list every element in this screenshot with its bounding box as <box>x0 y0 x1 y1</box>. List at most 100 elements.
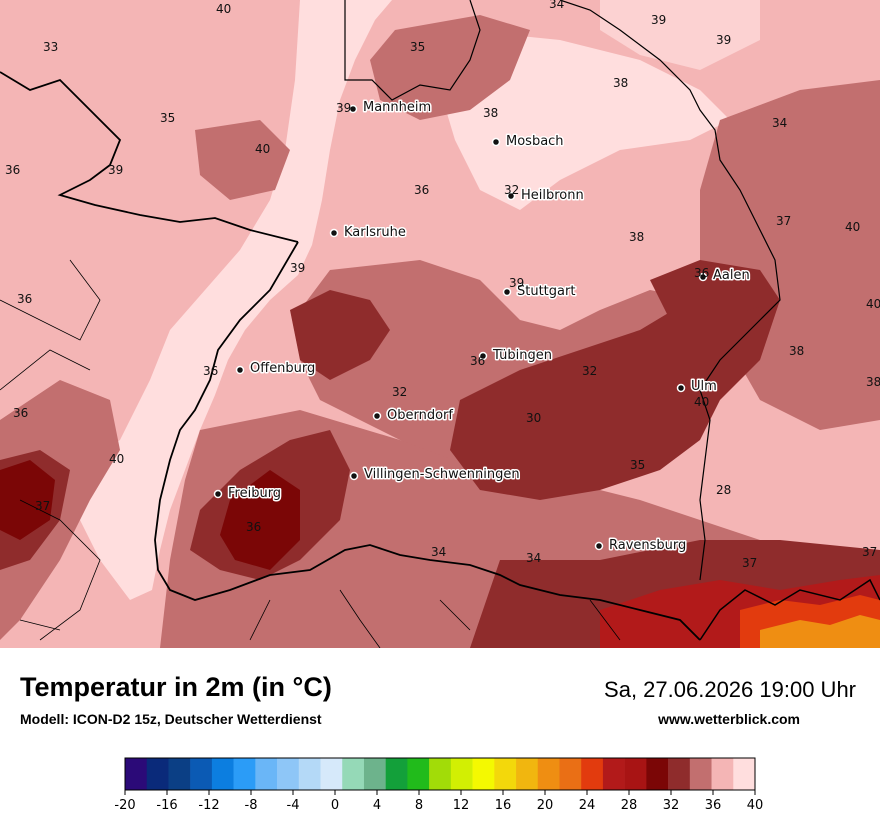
legend-swatch <box>624 758 647 790</box>
city-dot <box>372 411 382 421</box>
city-mannheim[interactable]: Mannheim <box>348 99 433 117</box>
city-label: Tübingen <box>492 348 552 363</box>
legend-swatch <box>494 758 517 790</box>
legend-ticks: -20 -16 -12 -8 -4 0 4 8 12 16 20 24 28 32 36 40 <box>114 790 763 813</box>
legend-tick-label: 36 <box>705 798 722 813</box>
city-label: Freiburg <box>228 486 281 501</box>
website-link[interactable]: www.wetterblick.com <box>658 711 800 727</box>
legend-swatch <box>211 758 234 790</box>
city-label: Ulm <box>691 379 717 394</box>
north-hot-zone <box>440 30 730 210</box>
state-border-bw-east <box>559 0 781 581</box>
legend-tick-label: -20 <box>114 798 135 813</box>
temperature-label: 38 <box>866 375 880 389</box>
city-mosbach[interactable]: Mosbach <box>491 133 565 151</box>
city-label: Stuttgart <box>517 284 575 299</box>
legend-swatch <box>668 758 691 790</box>
state-border-bw-north <box>344 0 481 101</box>
temperature-label: 38 <box>629 230 644 244</box>
temperature-label: 40 <box>694 395 709 409</box>
temperature-label: 37 <box>862 545 877 559</box>
legend-swatch <box>602 758 625 790</box>
city-tuebingen[interactable]: Tübingen <box>478 347 554 365</box>
legend-swatch <box>363 758 386 790</box>
country-border-rhine <box>154 241 701 641</box>
temperature-label: 39 <box>290 261 305 275</box>
city-ravensburg[interactable]: Ravensburg <box>594 537 688 555</box>
city-karlsruhe[interactable]: Karlsruhe <box>329 224 407 242</box>
legend-swatch <box>385 758 408 790</box>
city-villingen-schwenningen[interactable]: Villingen-Schwenningen <box>349 466 521 484</box>
temperature-label: 39 <box>108 163 123 177</box>
legend-tick-label: 12 <box>453 798 470 813</box>
city-dot <box>506 191 516 201</box>
legend-tick-label: 40 <box>747 798 764 813</box>
city-label: Mosbach <box>506 134 564 149</box>
map-title: Temperatur in 2m (in °C) <box>20 672 332 702</box>
temperature-label: 32 <box>582 364 597 378</box>
temperature-label: 36 <box>414 183 429 197</box>
legend-swatch <box>537 758 560 790</box>
temperature-label: 40 <box>109 452 124 466</box>
north-east-hot-zone <box>600 0 760 70</box>
legend-swatch <box>516 758 539 790</box>
legend-tick-label: 8 <box>415 798 423 813</box>
city-stuttgart[interactable]: Stuttgart <box>502 283 577 301</box>
temperature-label: 40 <box>255 142 270 156</box>
legend-swatch <box>450 758 473 790</box>
city-heilbronn[interactable]: Heilbronn <box>506 187 585 205</box>
temperature-label: 40 <box>845 220 860 234</box>
legend-tick-label: 28 <box>621 798 638 813</box>
legend-swatches <box>124 757 756 791</box>
legend-tick-label: -12 <box>198 798 219 813</box>
temperature-label: 35 <box>410 40 425 54</box>
legend-tick-label: -16 <box>156 798 177 813</box>
legend-tick-label: 0 <box>331 798 339 813</box>
city-dot <box>698 272 708 282</box>
north-36c-zone <box>370 15 530 120</box>
city-dot <box>594 541 604 551</box>
city-label: Villingen-Schwenningen <box>364 467 520 482</box>
legend-swatch <box>298 758 321 790</box>
legend-swatch <box>342 758 365 790</box>
city-dot <box>349 471 359 481</box>
city-dot <box>502 287 512 297</box>
city-oberndorf[interactable]: Oberndorf <box>372 407 455 425</box>
temperature-label: 36 <box>5 163 20 177</box>
city-ulm[interactable]: Ulm <box>676 378 718 396</box>
city-label: Mannheim <box>363 100 431 115</box>
legend-swatch <box>689 758 712 790</box>
city-aalen[interactable]: Aalen <box>698 267 751 285</box>
temperature-label: 37 <box>742 556 757 570</box>
legend-swatch <box>190 758 213 790</box>
temperature-label: 34 <box>431 545 446 559</box>
temperature-map: Mannheim Mosbach Heilbronn Karlsruhe Stu… <box>0 0 880 648</box>
city-label: Oberndorf <box>387 408 453 423</box>
legend-tick-label: 20 <box>537 798 554 813</box>
temperature-label: 35 <box>160 111 175 125</box>
city-label: Karlsruhe <box>344 225 406 240</box>
city-freiburg[interactable]: Freiburg <box>213 485 283 503</box>
district-borders <box>0 259 621 648</box>
city-dot <box>329 228 339 238</box>
legend-tick-label: 32 <box>663 798 680 813</box>
legend-swatch <box>472 758 495 790</box>
alps-16c-zone <box>760 615 880 648</box>
temperature-label: 36 <box>17 292 32 306</box>
city-dot <box>478 351 488 361</box>
temperature-label: 37 <box>776 214 791 228</box>
legend-swatch <box>277 758 300 790</box>
east-32c-zone <box>650 260 780 320</box>
legend-swatch <box>255 758 278 790</box>
color-legend: -20 -16 -12 -8 -4 0 4 8 12 16 20 24 28 32 36 40 <box>110 756 770 822</box>
city-offenburg[interactable]: Offenburg <box>235 360 317 378</box>
legend-swatch <box>559 758 582 790</box>
legend-swatch <box>320 758 343 790</box>
legend-swatch <box>125 758 148 790</box>
city-dot <box>213 489 223 499</box>
temperature-label: 37 <box>35 499 50 513</box>
rhine-valley-40c-zone <box>70 0 392 600</box>
temperature-label: 32 <box>504 183 519 197</box>
temperature-label: 40 <box>866 297 880 311</box>
temperature-label: 32 <box>392 385 407 399</box>
